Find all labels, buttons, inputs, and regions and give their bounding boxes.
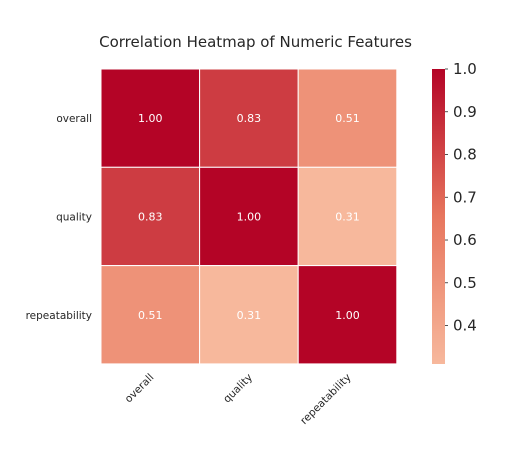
heatmap-cell-overall-repeatability [297, 68, 398, 168]
cell-value-label: 0.31 [335, 210, 360, 223]
heatmap-cells: 1.00 0.83 0.51 0.83 1.00 0.31 0.51 0.31 1.00 [100, 68, 398, 365]
heatmap-cell-repeatability-repeatability [297, 265, 398, 365]
colorbar-tick-label: 0.8 [453, 146, 477, 164]
y-tick-labels: overall quality repeatability [26, 113, 92, 322]
colorbar-tick-label: 0.6 [453, 231, 477, 249]
heatmap-cell-quality-overall [100, 166, 201, 267]
colorbar-tick-label: 0.7 [453, 188, 477, 206]
heatmap-cell-quality-quality [199, 166, 299, 267]
cell-value-label: 0.51 [138, 309, 163, 322]
colorbar-gradient [432, 69, 445, 364]
heatmap-cell-quality-repeatability [297, 166, 398, 267]
cell-value-label: 1.00 [138, 112, 163, 125]
cell-value-label: 0.83 [237, 112, 262, 125]
cell-value-label: 0.31 [237, 309, 262, 322]
colorbar-tick-label: 0.5 [453, 274, 477, 292]
x-tick-label-overall: overall [123, 372, 157, 406]
x-tick-labels: overall quality repeatability [123, 372, 354, 427]
heatmap-cell-repeatability-overall [100, 265, 201, 365]
colorbar-tick-label: 0.9 [453, 103, 477, 121]
colorbar-tick-label: 0.4 [453, 317, 477, 335]
colorbar-tick-label: 1.0 [453, 60, 477, 78]
cell-value-label: 0.83 [138, 210, 163, 223]
x-tick-label-quality: quality [221, 372, 255, 406]
x-tick-label-repeatability: repeatability [298, 372, 353, 427]
cell-value-label: 0.51 [335, 112, 360, 125]
colorbar: 0.4 0.5 0.6 0.7 0.8 0.9 1.0 [432, 60, 477, 364]
heatmap-cell-repeatability-quality [199, 265, 299, 365]
y-tick-label-repeatability: repeatability [26, 310, 92, 322]
y-tick-label-overall: overall [56, 113, 92, 125]
chart-title: Correlation Heatmap of Numeric Features [99, 33, 412, 51]
cell-value-label: 1.00 [237, 210, 262, 223]
cell-value-label: 1.00 [335, 309, 360, 322]
y-tick-label-quality: quality [56, 211, 92, 223]
